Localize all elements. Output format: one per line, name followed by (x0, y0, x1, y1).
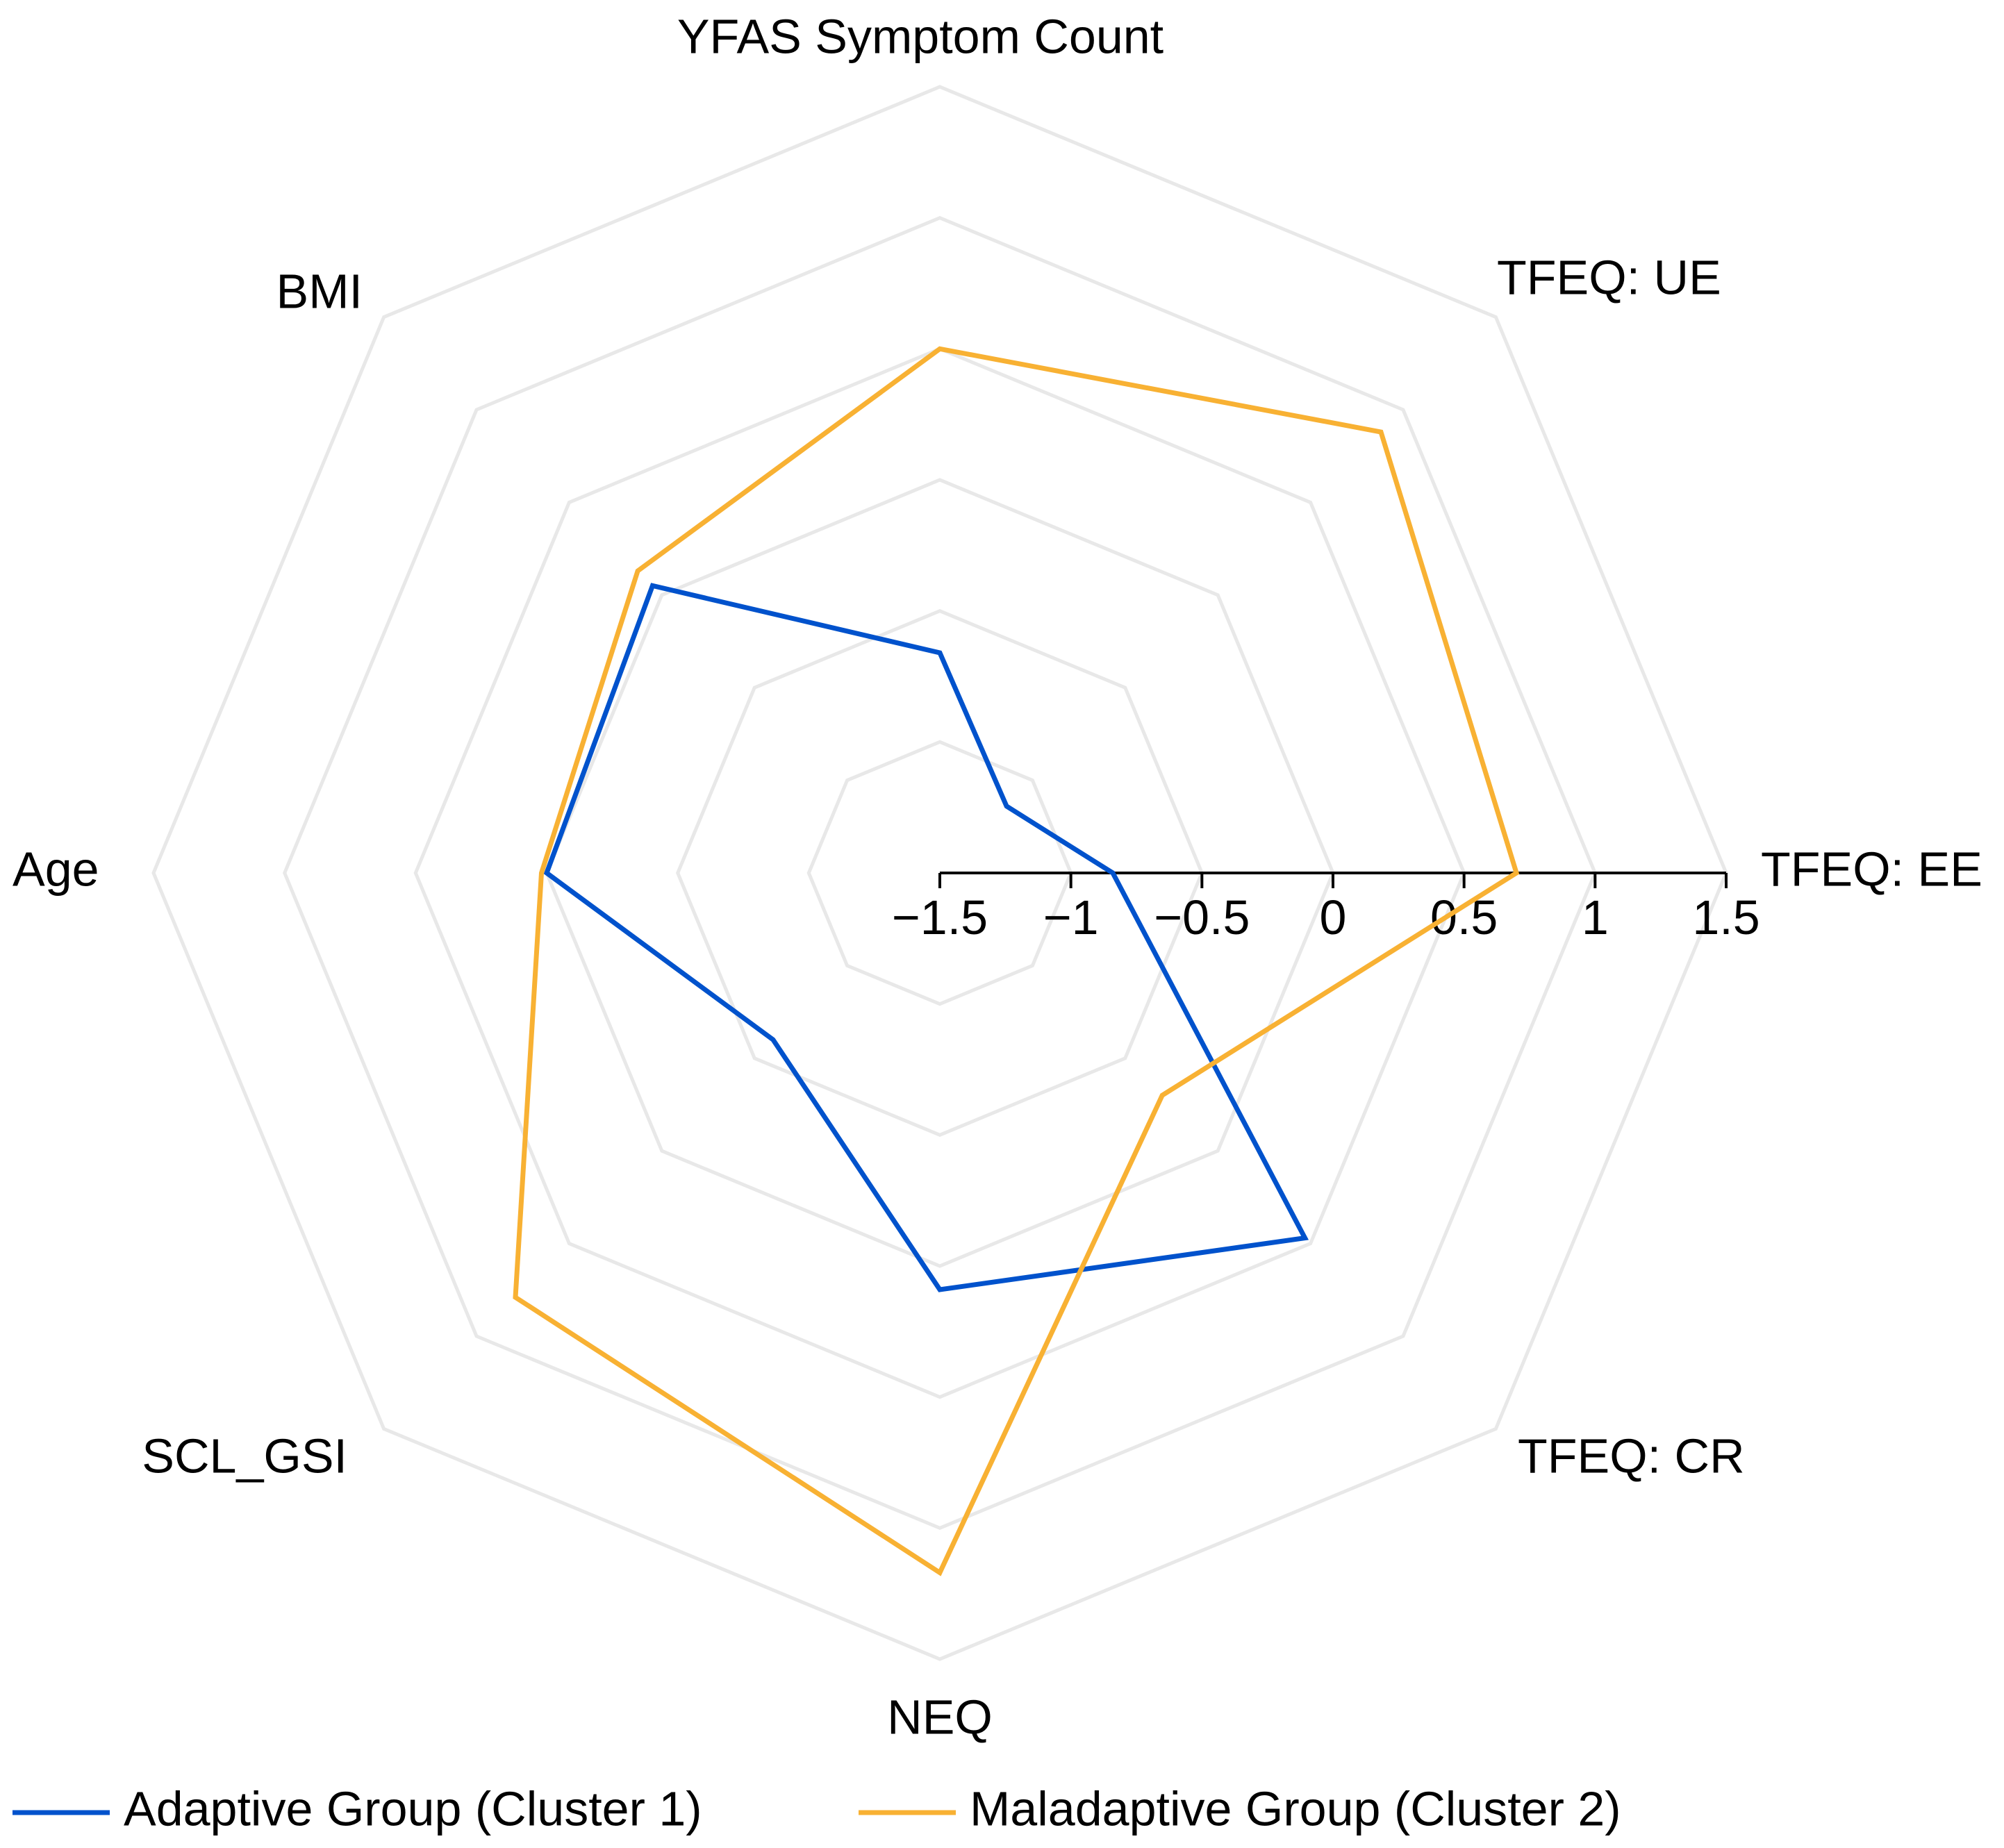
axis-label-tfeq-ee: TFEQ: EE (1761, 842, 1982, 896)
tick-label: 0 (1320, 890, 1347, 944)
grid-ring (282, 215, 1598, 1531)
axis-label-bmi: BMI (276, 264, 363, 318)
tick-label: −0.5 (1154, 890, 1250, 944)
tick-label: −1.5 (892, 890, 988, 944)
tick-label: 1 (1582, 890, 1609, 944)
series-adaptive-line (543, 583, 1309, 1292)
axis-label-tfeq-cr: TFEQ: CR (1518, 1429, 1745, 1483)
axis-label-tfeq-ue: TFEQ: UE (1497, 250, 1721, 304)
axis-label-scl-gsi: SCL_GSI (142, 1429, 347, 1483)
grid-ring (675, 608, 1204, 1138)
series-maladaptive-line (513, 346, 1520, 1576)
axis-label-age: Age (13, 842, 99, 896)
axis-label-yfas-symptom-count: YFAS Symptom Count (677, 9, 1164, 63)
tick-label: 1.5 (1692, 890, 1759, 944)
grid-ring (413, 347, 1466, 1399)
axis-labels: TFEQ: EE TFEQ: UE YFAS Symptom Count BMI Age… (13, 9, 1982, 1744)
legend-label-maladaptive: Maladaptive Group (Cluster 2) (970, 1781, 1621, 1835)
series-layer (513, 346, 1520, 1576)
radial-axis: −1.5 −1 −0.5 0 0.5 1 1.5 (892, 872, 1760, 944)
tick-label: −1 (1043, 890, 1099, 944)
axis-label-neq: NEQ (887, 1690, 993, 1744)
legend-label-adaptive: Adaptive Group (Cluster 1) (124, 1781, 702, 1835)
grid-ring (151, 85, 1728, 1661)
grid-ring (806, 740, 1073, 1006)
legend: Adaptive Group (Cluster 1) Maladaptive G… (13, 1781, 1621, 1835)
tick-label: 0.5 (1430, 890, 1498, 944)
